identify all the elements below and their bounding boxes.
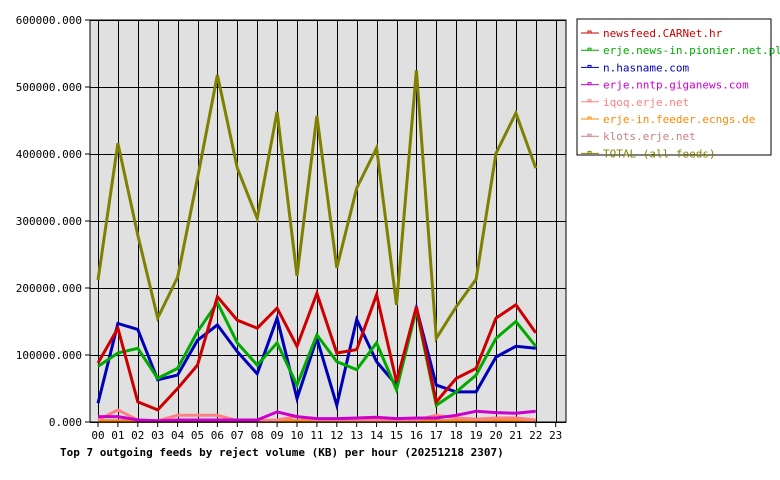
x-tick-label: 08 xyxy=(251,429,264,442)
y-tick-label: 300000.000 xyxy=(16,215,82,228)
x-axis: 00 01 02 03 04 05 06 07 08 09 10 11 12 13 14 15 16 17 18 19… xyxy=(91,422,562,442)
x-tick-label: 00 xyxy=(91,429,104,442)
x-tick-label: 06 xyxy=(211,429,224,442)
legend-item: n.hasname.com xyxy=(581,61,689,74)
legend-marker-icon xyxy=(587,116,592,120)
legend-label: newsfeed.CARNet.hr xyxy=(603,27,723,40)
legend-marker-icon xyxy=(587,150,592,154)
legend-item: erje-in.feeder.ecngs.de xyxy=(581,113,755,126)
x-tick-label: 12 xyxy=(330,429,343,442)
x-tick-label: 21 xyxy=(509,429,522,442)
legend-marker-icon xyxy=(587,64,592,68)
x-tick-label: 14 xyxy=(370,429,384,442)
legend: newsfeed.CARNet.hr erje.news-in.pionier.n… xyxy=(576,18,780,160)
x-tick-label: 07 xyxy=(231,429,244,442)
x-tick-label: 18 xyxy=(450,429,463,442)
legend-marker-icon xyxy=(587,82,592,86)
legend-box xyxy=(576,18,772,156)
legend-item: erje.nntp.giganews.com xyxy=(581,79,749,92)
x-tick-label: 20 xyxy=(489,429,502,442)
series-lines xyxy=(96,70,538,423)
x-tick-label: 11 xyxy=(310,429,323,442)
series-line-erje-news-in-pionier-net-pl xyxy=(97,299,537,408)
legend-label: erje-in.feeder.ecngs.de xyxy=(603,113,755,126)
legend-label: n.hasname.com xyxy=(603,61,689,74)
x-tick-label: 09 xyxy=(270,429,283,442)
legend-item: newsfeed.CARNet.hr xyxy=(581,27,723,40)
x-tick-label: 04 xyxy=(171,429,185,442)
chart-title: Top 7 outgoing feeds by reject volume (K… xyxy=(60,446,504,459)
series-line-erje-nntp-giganews-com xyxy=(98,409,536,423)
x-tick-label: 16 xyxy=(410,429,423,442)
legend-item: iqoq.erje.net xyxy=(581,96,689,109)
x-tick-label: 17 xyxy=(430,429,443,442)
x-tick-label: 13 xyxy=(350,429,363,442)
legend-label: iqoq.erje.net xyxy=(603,96,689,109)
x-tick-label: 02 xyxy=(131,429,144,442)
legend-label: TOTAL (all feeds) xyxy=(603,147,716,160)
y-tick-label: 500000.000 xyxy=(16,81,82,94)
y-tick-label: 200000.000 xyxy=(16,282,82,295)
x-tick-label: 15 xyxy=(390,429,403,442)
legend-label: klots.erje.net xyxy=(603,130,696,143)
x-tick-label: 23 xyxy=(549,429,562,442)
x-tick-label: 05 xyxy=(191,429,204,442)
y-tick-label: 600000.000 xyxy=(16,14,82,27)
x-tick-label: 22 xyxy=(529,429,542,442)
legend-marker-icon xyxy=(587,30,592,34)
legend-item: erje.news-in.pionier.net.pl xyxy=(581,44,780,57)
series-line-newsfeed-carnet-hr xyxy=(96,288,538,412)
legend-label: erje.nntp.giganews.com xyxy=(603,79,749,92)
y-tick-label: 0.000 xyxy=(49,416,82,429)
y-tick-label: 100000.000 xyxy=(16,349,82,362)
legend-item: TOTAL (all feeds) xyxy=(581,147,716,160)
y-axis: 0.000 100000.000 200000.000 300000.000 40000… xyxy=(16,14,90,429)
legend-item: klots.erje.net xyxy=(581,130,696,143)
legend-label: erje.news-in.pionier.net.pl xyxy=(603,44,780,57)
legend-marker-icon xyxy=(587,133,592,137)
series-line-total-all-feeds- xyxy=(96,70,538,343)
x-tick-label: 10 xyxy=(290,429,303,442)
x-tick-label: 01 xyxy=(111,429,124,442)
legend-marker-icon xyxy=(587,99,592,103)
legend-marker-icon xyxy=(587,47,592,51)
y-tick-label: 400000.000 xyxy=(16,148,82,161)
x-tick-label: 19 xyxy=(469,429,482,442)
x-tick-label: 03 xyxy=(151,429,164,442)
